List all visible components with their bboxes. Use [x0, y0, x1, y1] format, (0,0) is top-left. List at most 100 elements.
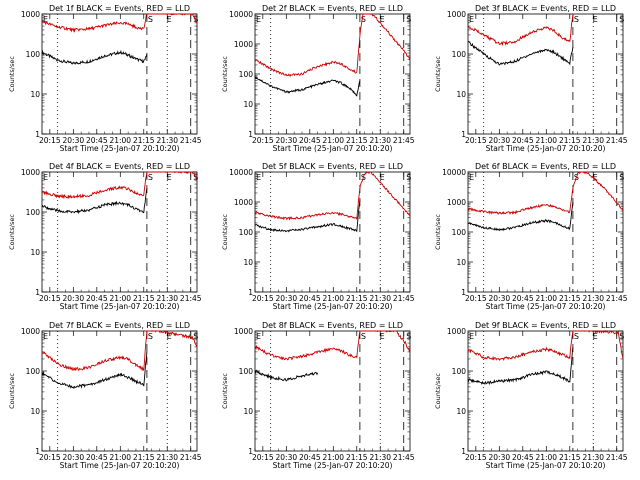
- y-tick-label: 1000: [447, 10, 466, 19]
- y-axis-label: Counts/sec: [8, 56, 16, 92]
- x-tick-label: 20:15: [465, 136, 487, 145]
- chart-title: Det 1f BLACK = Events, RED = LLD: [49, 4, 190, 13]
- x-tick-label: 20:45: [299, 294, 321, 303]
- chart-title: Det 4f BLACK = Events, RED = LLD: [49, 162, 190, 171]
- y-tick-label: 1: [35, 288, 40, 297]
- y-tick-label: 10: [30, 407, 40, 416]
- event-marker-label: E: [380, 15, 385, 24]
- x-tick-label: 21:45: [606, 453, 628, 462]
- x-tick-label: 21:15: [346, 453, 368, 462]
- event-marker-label: E: [167, 15, 172, 24]
- x-axis-label: Start Time (25-Jan-07 20:10:20): [273, 461, 393, 470]
- x-tick-label: 20:45: [86, 136, 108, 145]
- y-tick-label: 10: [30, 90, 40, 99]
- y-tick-label: 10000: [229, 10, 253, 19]
- x-tick-label: 21:45: [393, 136, 415, 145]
- chart-panel: Det 5f BLACK = Events, RED = LLD 1 10 100 10…: [221, 162, 415, 311]
- x-tick-label: 21:15: [559, 294, 581, 303]
- x-tick-label: 21:00: [535, 453, 557, 462]
- y-tick-label: 10000: [229, 168, 253, 177]
- x-tick-label: 21:00: [322, 136, 344, 145]
- x-axis-label: Start Time (25-Jan-07 20:10:20): [60, 461, 180, 470]
- y-tick-label: 10000: [442, 168, 466, 177]
- y-tick-label: 100: [26, 50, 41, 59]
- series-line: [41, 187, 148, 215]
- x-tick-label: 20:45: [512, 453, 534, 462]
- event-marker-label: S: [361, 332, 366, 341]
- chart-panel: Det 8f BLACK = Events, RED = LLD 1 10 100 10…: [221, 321, 415, 470]
- plot-frame: [41, 13, 198, 135]
- event-marker-label: S: [148, 332, 153, 341]
- x-tick-label: 21:15: [559, 136, 581, 145]
- x-axis-label: Start Time (25-Jan-07 20:10:20): [486, 461, 606, 470]
- series-line: [468, 201, 574, 232]
- plot-frame: [254, 13, 411, 135]
- chart-panel: Det 4f BLACK = Events, RED = LLD 1 10 100 10…: [8, 162, 202, 311]
- x-tick-label: 20:45: [512, 136, 534, 145]
- series-line: [254, 75, 361, 97]
- event-marker-label: E: [593, 332, 598, 341]
- y-tick-label: 1: [248, 447, 253, 456]
- x-tick-label: 21:00: [109, 294, 131, 303]
- series-line: [254, 330, 411, 361]
- y-tick-label: 100: [239, 70, 254, 79]
- event-marker-label: S: [193, 332, 198, 341]
- event-marker-label: E: [43, 332, 48, 341]
- x-tick-label: 21:15: [559, 453, 581, 462]
- x-tick-label: 20:15: [252, 136, 274, 145]
- series-line: [41, 171, 198, 200]
- x-tick-label: 21:15: [346, 136, 368, 145]
- series-line: [254, 199, 361, 233]
- event-marker-label: E: [593, 15, 598, 24]
- x-tick-label: 21:15: [133, 294, 155, 303]
- x-tick-label: 20:30: [276, 453, 298, 462]
- x-tick-label: 21:45: [180, 453, 202, 462]
- series-line: [467, 330, 624, 362]
- chart-panel: Det 3f BLACK = Events, RED = LLD 1 10 100 10…: [434, 4, 628, 153]
- x-tick-label: 21:45: [606, 136, 628, 145]
- chart-panel: Det 7f BLACK = Events, RED = LLD 1 10 100 10…: [8, 321, 202, 470]
- y-axis-label: Counts/sec: [8, 373, 16, 409]
- event-marker-label: E: [469, 332, 474, 341]
- x-tick-label: 20:30: [276, 294, 298, 303]
- chart-title: Det 9f BLACK = Events, RED = LLD: [475, 321, 616, 330]
- x-tick-label: 21:15: [346, 294, 368, 303]
- x-tick-label: 21:30: [156, 453, 178, 462]
- event-marker-label: S: [619, 173, 624, 182]
- event-marker-label: S: [406, 332, 411, 341]
- x-tick-label: 20:15: [465, 453, 487, 462]
- series-line: [467, 40, 574, 66]
- event-marker-label: E: [380, 173, 385, 182]
- series-line: [41, 49, 148, 65]
- chart-title: Det 2f BLACK = Events, RED = LLD: [262, 4, 403, 13]
- event-marker-label: E: [469, 15, 474, 24]
- series-line: [467, 346, 574, 386]
- event-marker-label: E: [256, 173, 261, 182]
- x-tick-label: 21:30: [582, 453, 604, 462]
- x-axis-label: Start Time (25-Jan-07 20:10:20): [273, 302, 393, 311]
- y-axis-label: Counts/sec: [8, 214, 16, 250]
- series-line: [254, 13, 411, 78]
- y-tick-label: 10: [456, 258, 466, 267]
- y-tick-label: 1000: [234, 40, 253, 49]
- x-tick-label: 21:45: [180, 294, 202, 303]
- y-tick-label: 1: [461, 288, 466, 297]
- event-marker-label: S: [574, 332, 579, 341]
- y-tick-label: 10: [243, 407, 253, 416]
- chart-panel: Det 6f BLACK = Events, RED = LLD 1 10 100 10…: [434, 162, 628, 311]
- x-tick-label: 21:00: [535, 136, 557, 145]
- y-tick-label: 10: [243, 258, 253, 267]
- y-tick-label: 1000: [234, 327, 253, 336]
- x-tick-label: 21:00: [109, 453, 131, 462]
- y-axis-label: Counts/sec: [221, 373, 229, 409]
- x-tick-label: 20:30: [276, 136, 298, 145]
- x-tick-label: 20:30: [63, 294, 85, 303]
- y-tick-label: 10: [30, 248, 40, 257]
- y-axis-label: Counts/sec: [434, 373, 442, 409]
- x-tick-label: 20:30: [63, 453, 85, 462]
- x-tick-label: 20:15: [39, 294, 61, 303]
- x-tick-label: 20:15: [39, 136, 61, 145]
- event-marker-label: S: [619, 15, 624, 24]
- y-tick-label: 1000: [234, 198, 253, 207]
- y-tick-label: 100: [452, 50, 467, 59]
